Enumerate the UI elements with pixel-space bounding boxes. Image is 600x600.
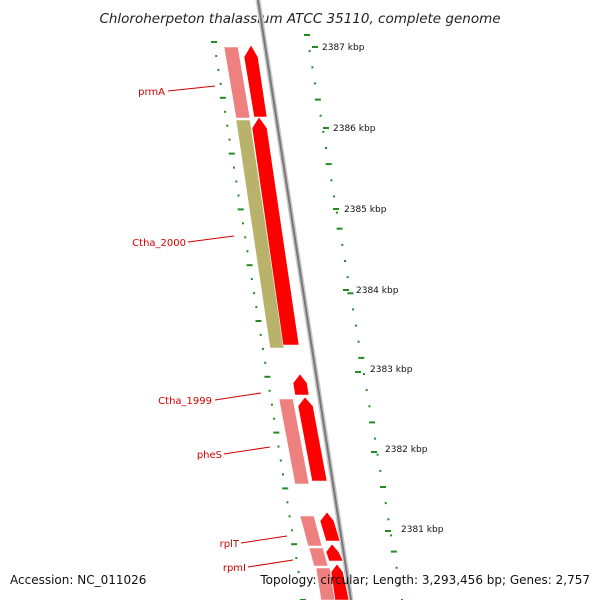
kbp-ruler: 2387 kbp 2386 kbp 2385 kbp 2384 kbp 2383… [312, 43, 444, 535]
gene-label-Ctha_1999: Ctha_1999 [158, 396, 212, 407]
gene-label-pheS: pheS [197, 450, 222, 461]
tick-label-2387: 2387 kbp [322, 43, 365, 53]
gene-Ctha_1999 [292, 373, 310, 396]
gene-label-Ctha_2000: Ctha_2000 [132, 238, 186, 249]
gene-rplT [319, 511, 341, 542]
inner-dotted-ruler [211, 41, 306, 600]
tick-label-2383: 2383 kbp [370, 365, 413, 375]
tick-label-2382: 2382 kbp [385, 445, 428, 455]
reverse-strand-features [223, 46, 336, 600]
tick-label-2386: 2386 kbp [333, 124, 376, 134]
gene-pheS [297, 396, 328, 482]
gene-prmA [243, 44, 268, 118]
gene-label-rpmI: rpmI [223, 563, 246, 574]
leader-Ctha_1999 [214, 392, 262, 401]
gene-Ctha_2000 [235, 119, 285, 349]
leader-Ctha_2000 [187, 235, 235, 243]
gene-prmA-reverse [223, 46, 251, 119]
map-title: Chloroherpeton thalassium ATCC 35110, co… [99, 11, 500, 27]
leader-pheS [223, 446, 271, 455]
forward-strand-features [243, 44, 350, 600]
gene-rplT-reverse [299, 515, 323, 547]
leader-rplT [240, 535, 288, 544]
outer-dotted-ruler [304, 34, 403, 600]
gene-rpmI [325, 543, 344, 562]
gene-Ctha_1999-reverse [278, 398, 310, 485]
gene-extra-forward [330, 563, 350, 600]
gene-label-prmA: prmA [138, 87, 165, 98]
leader-rpmI [247, 559, 294, 568]
tick-label-2385: 2385 kbp [344, 205, 387, 215]
gene-extra-reverse [315, 567, 336, 600]
accession-text: Accession: NC_011026 [10, 573, 147, 587]
genome-backbone [255, 0, 354, 600]
tick-label-2384: 2384 kbp [356, 286, 399, 296]
gene-labels: prmA Ctha_2000 Ctha_1999 pheS rplT rpmI [132, 85, 294, 574]
tick-label-2381: 2381 kbp [401, 525, 444, 535]
topology-text: Topology: circular; Length: 3,293,456 bp… [260, 573, 590, 587]
leader-prmA [167, 85, 216, 92]
gene-Ctha_2000-forward [251, 116, 300, 346]
gene-label-rplT: rplT [220, 539, 240, 550]
gene-rpmI-reverse [308, 547, 329, 567]
